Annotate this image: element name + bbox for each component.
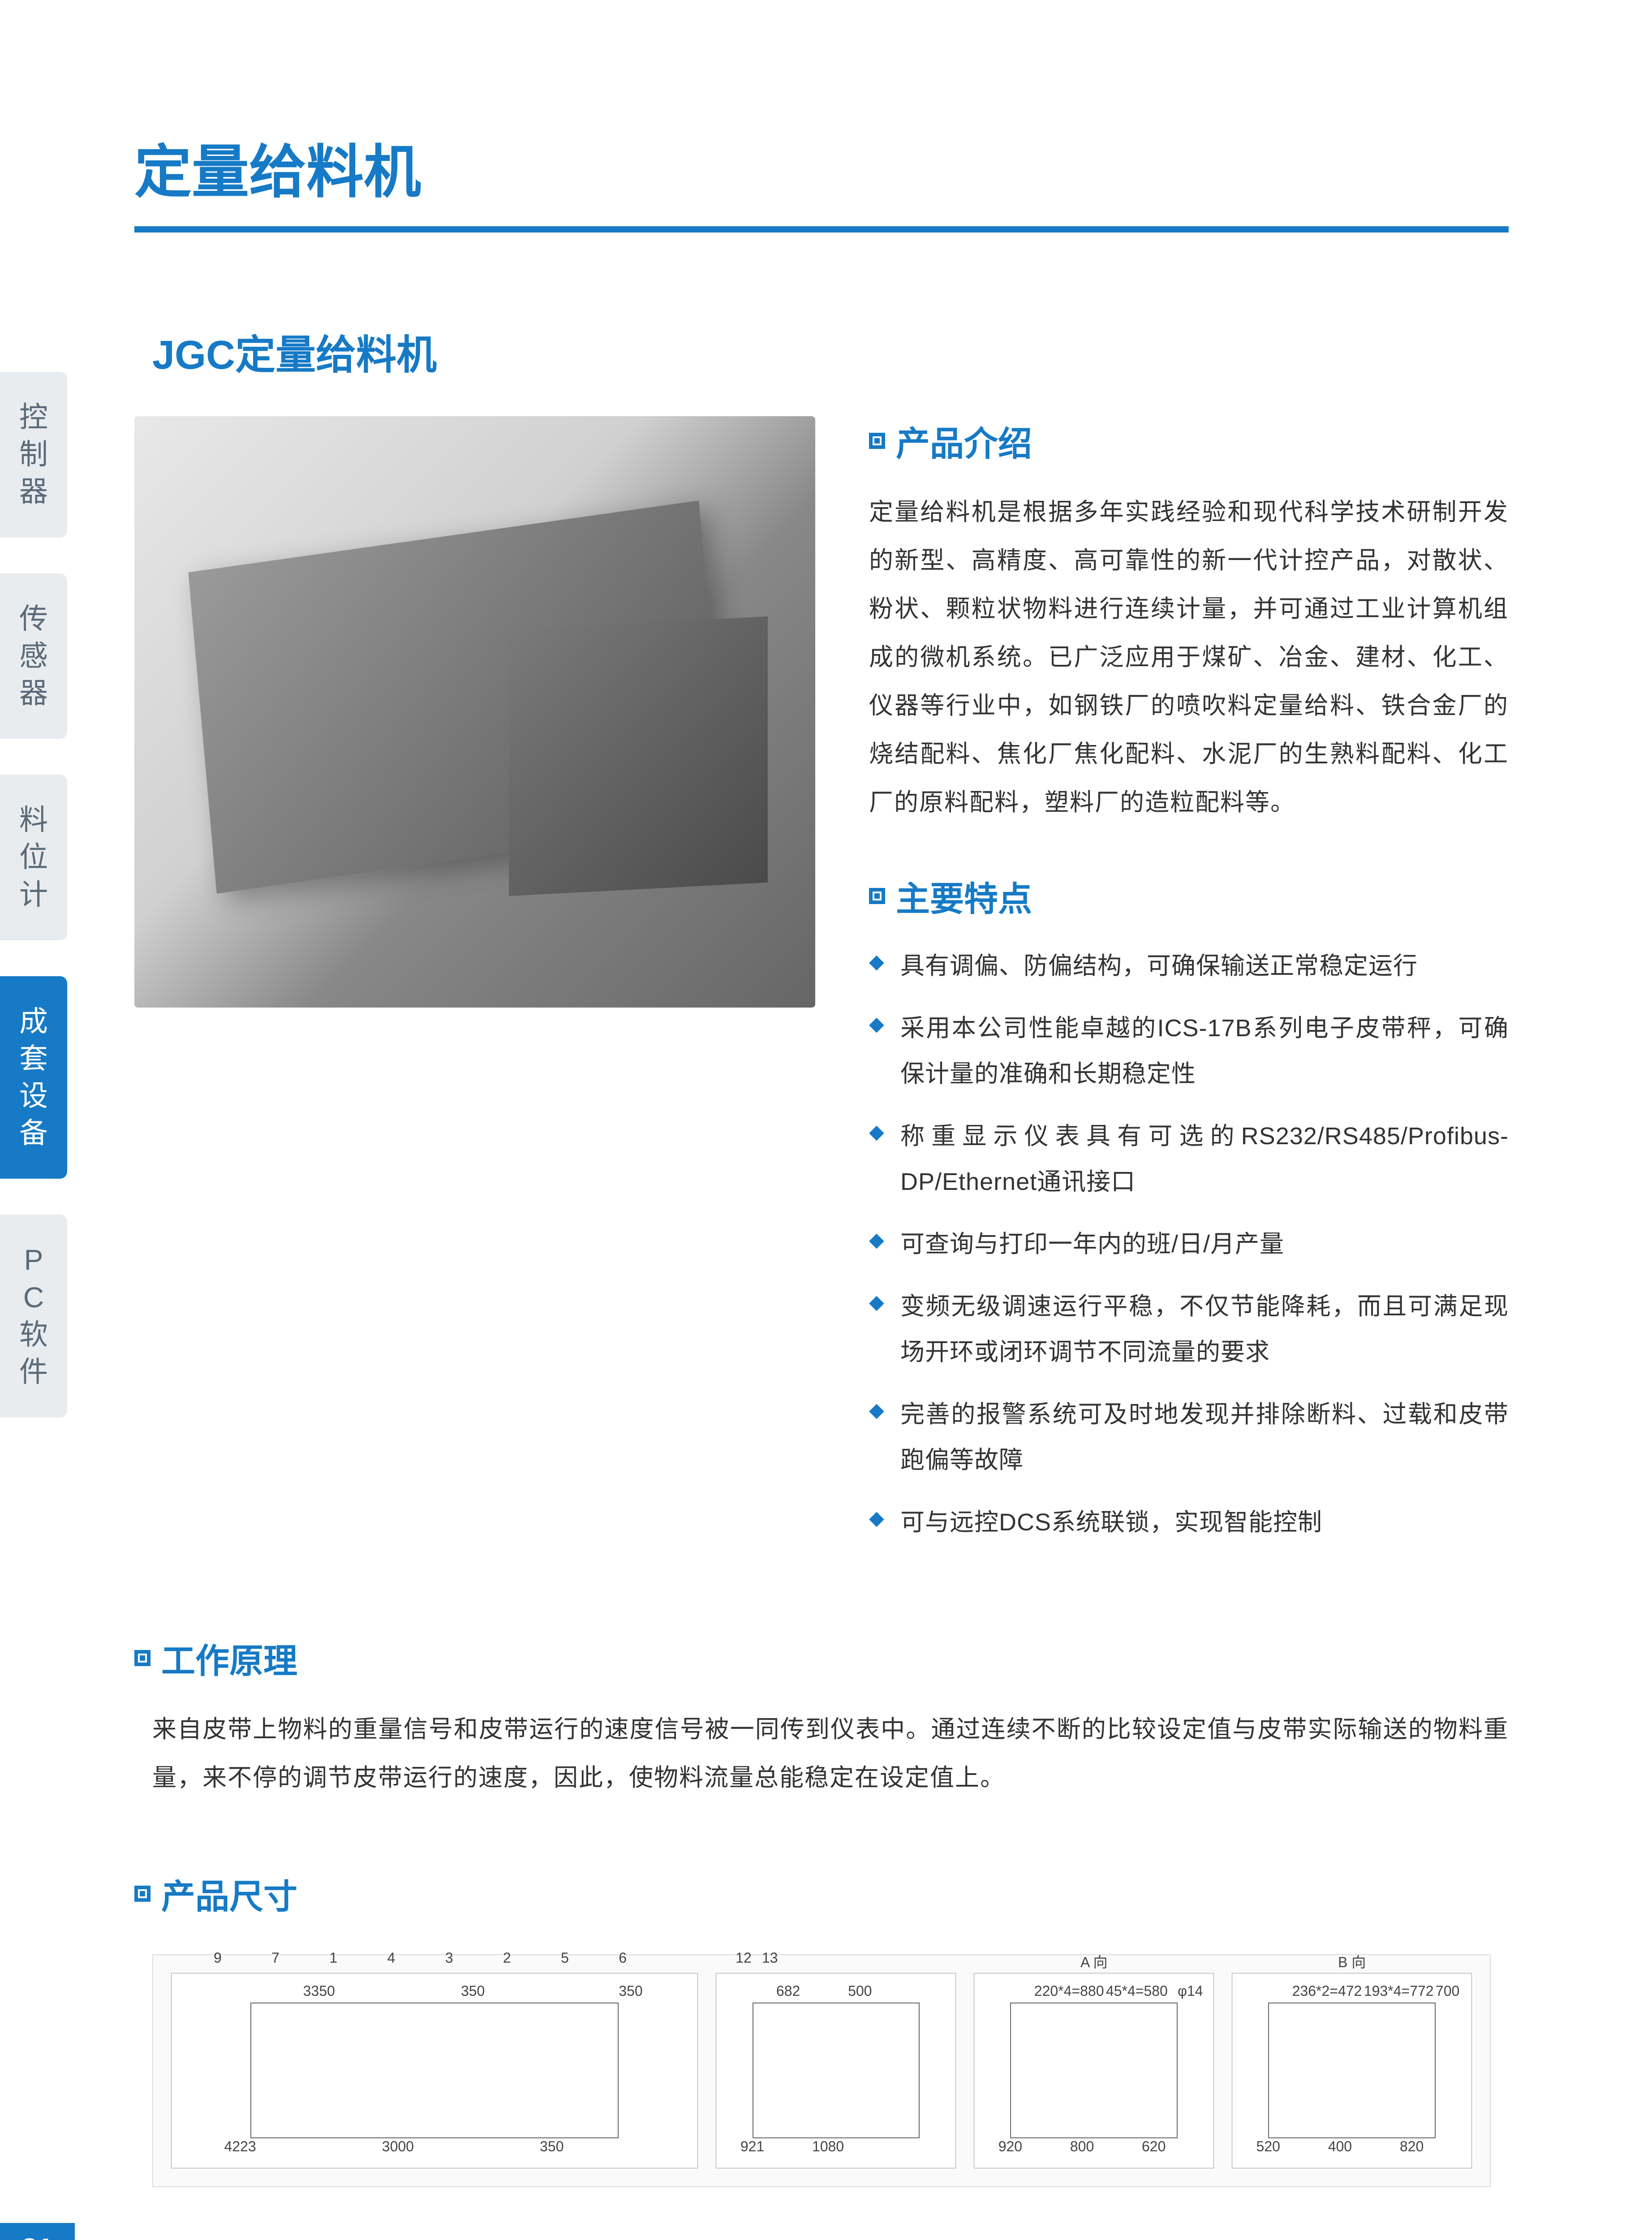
page-footer: 31 www.wxkezhu.com	[0, 2223, 259, 2240]
feature-item: 变频无级调速运行平稳，不仅节能降耗，而且可满足现场开环或闭环调节不同流量的要求	[869, 1284, 1509, 1375]
feature-list: 具有调偏、防偏结构，可确保输送正常稳定运行采用本公司性能卓越的ICS-17B系列…	[869, 943, 1509, 1546]
dimension-diagram: 4223335030003503503509714325692168210805…	[152, 1954, 1491, 2187]
features-heading: 主要特点	[896, 871, 1032, 921]
feature-item: 具有调偏、防偏结构，可确保输送正常稳定运行	[869, 943, 1509, 989]
page-number: 31	[0, 2223, 75, 2240]
side-tabs: 控制器传感器料位计成套设备 PC软件	[0, 372, 67, 1453]
feature-item: 采用本公司性能卓越的ICS-17B系列电子皮带秤，可确保计量的准确和长期稳定性	[869, 1005, 1509, 1097]
intro-text: 定量给料机是根据多年实践经验和现代科学技术研制开发的新型、高精度、高可靠性的新一…	[869, 488, 1509, 827]
section-marker-icon	[869, 433, 885, 449]
feature-item: 可与远控DCS系统联锁，实现智能控制	[869, 1499, 1509, 1546]
work-heading: 工作原理	[161, 1633, 297, 1683]
side-tab-4[interactable]: PC软件	[0, 1215, 67, 1417]
product-subtitle: JGC定量给料机	[152, 322, 1509, 380]
side-tab-1[interactable]: 传感器	[0, 573, 67, 739]
work-text: 来自皮带上物料的重量信号和皮带运行的速度信号被一同传到仪表中。通过连续不断的比较…	[152, 1705, 1509, 1802]
feature-item: 可查询与打印一年内的班/日/月产量	[869, 1221, 1509, 1267]
footer-url: www.wxkezhu.com	[93, 2237, 259, 2240]
side-tab-2[interactable]: 料位计	[0, 775, 67, 940]
side-tab-0[interactable]: 控制器	[0, 372, 67, 538]
product-image	[134, 416, 815, 1008]
title-underline	[134, 226, 1509, 233]
section-marker-icon	[869, 888, 885, 904]
dimension-view-1: 92168210805001213	[716, 1973, 956, 2168]
dimension-view-2: A 向920220*4=88080045*4=580620φ14	[974, 1973, 1214, 2168]
dimension-view-0: 42233350300035035035097143256	[171, 1973, 698, 2168]
section-marker-icon	[134, 1886, 151, 1902]
dimensions-heading: 产品尺寸	[161, 1869, 297, 1918]
feature-item: 称重显示仪表具有可选的RS232/RS485/Profibus-DP/Ether…	[869, 1113, 1509, 1205]
dimension-view-3: B 向520236*2=472400193*4=772820700	[1232, 1973, 1472, 2168]
page-main-title: 定量给料机	[134, 125, 1509, 208]
intro-heading: 产品介绍	[896, 416, 1032, 465]
side-tab-3[interactable]: 成套设备	[0, 976, 67, 1179]
feature-item: 完善的报警系统可及时地发现并排除断料、过载和皮带跑偏等故障	[869, 1391, 1509, 1483]
section-marker-icon	[134, 1650, 151, 1666]
